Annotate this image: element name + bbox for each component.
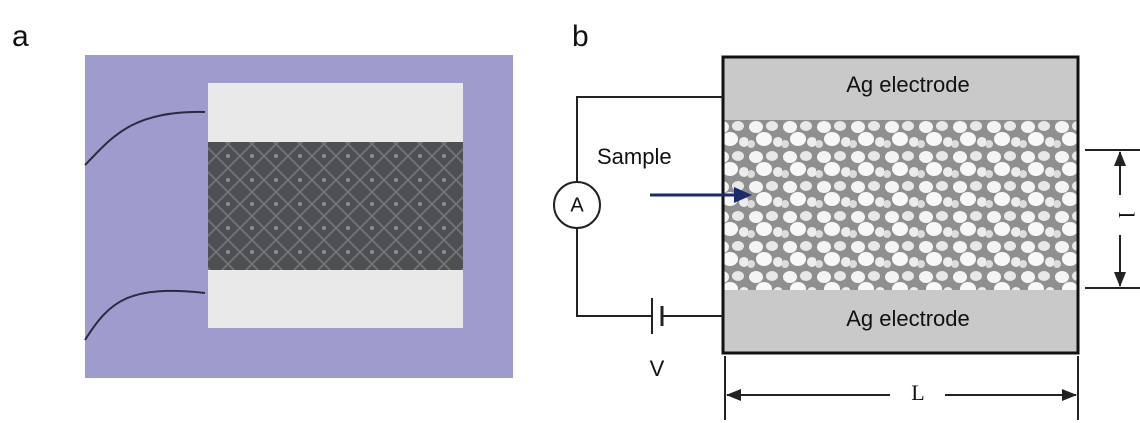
thickness-label: l bbox=[1114, 212, 1139, 218]
sample-region bbox=[723, 120, 1078, 290]
figure: a b Ag electrode Ag electrode A V Sample… bbox=[0, 0, 1140, 423]
electrode bbox=[208, 83, 463, 142]
length-label: L bbox=[911, 380, 924, 405]
ammeter-label: A bbox=[570, 194, 584, 216]
sample-surface bbox=[208, 142, 463, 270]
electrode-label: Ag electrode bbox=[846, 72, 970, 97]
electrode-label: Ag electrode bbox=[846, 306, 970, 331]
panel-label: b bbox=[572, 20, 589, 53]
electrode bbox=[208, 270, 463, 328]
panel-label: a bbox=[12, 20, 29, 53]
sample-label: Sample bbox=[597, 144, 672, 169]
voltage-label: V bbox=[650, 356, 665, 381]
